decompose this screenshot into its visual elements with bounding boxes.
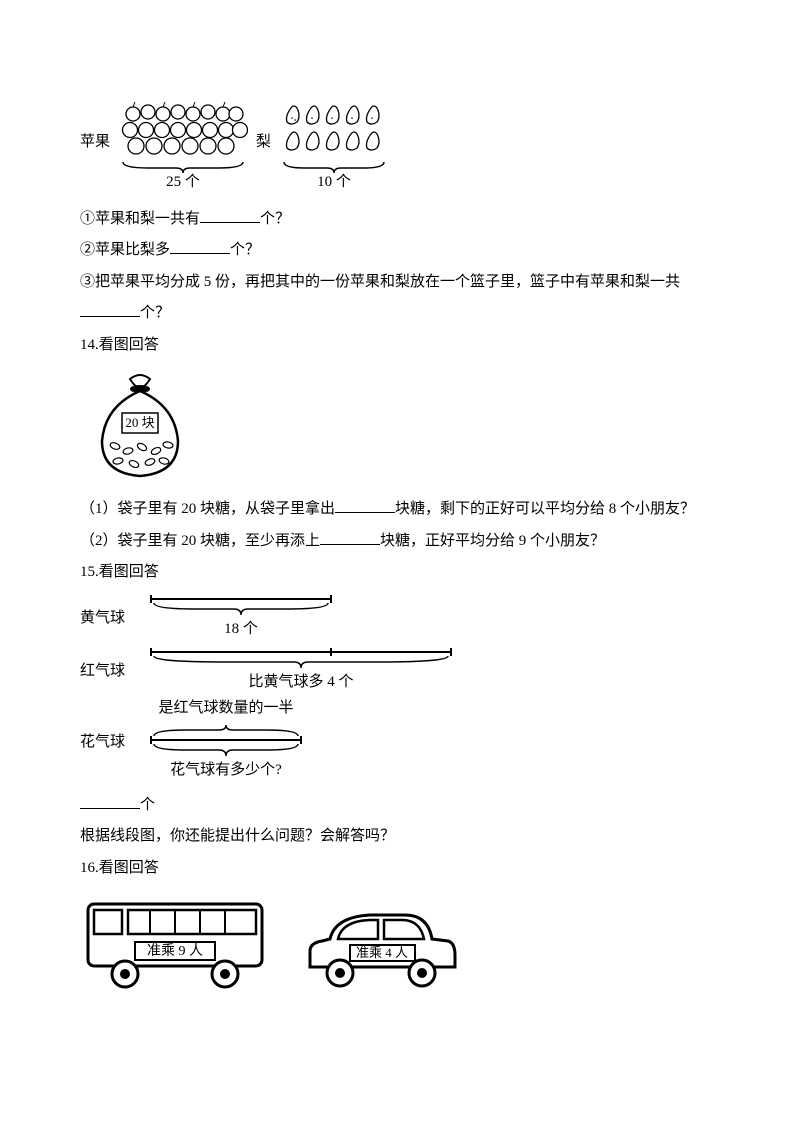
q15-blank-suffix: 个 [140,797,155,813]
q14-2b: 块糖，正好平均分给 9 个小朋友？ [380,533,605,549]
apple-block: 25 个 [118,100,248,197]
bus-label-text: 准乘 9 人 [147,943,203,959]
question-3: ③把苹果平均分成 5 份，再把其中的一份苹果和梨放在一个篮子里，篮子中有苹果和梨… [80,268,714,297]
q15-blank[interactable] [80,794,140,809]
bus-icon: 准乘 9 人 [80,892,270,992]
q2-blank[interactable] [170,239,230,254]
q1-text: ①苹果和梨一共有 [80,211,200,227]
q14-1-blank[interactable] [335,498,395,513]
yellow-count: 18 个 [224,615,258,644]
car-label-text: 准乘 4 人 [356,945,408,960]
q14-2a: （2）袋子里有 20 块糖，至少再添上 [80,533,320,549]
q3-suffix: 个？ [140,305,170,321]
pear-block: 10 个 [279,100,389,197]
q1-blank[interactable] [200,208,260,223]
red-label: 红气球 [80,657,134,686]
red-balloon-row: 红气球 比黄气球多 4 个 [80,646,714,697]
question-2: ②苹果比梨多 个？ [80,236,714,265]
q14-2: （2）袋子里有 20 块糖，至少再添上 块糖，正好平均分给 9 个小朋友？ [80,527,714,556]
yellow-label: 黄气球 [80,604,134,633]
q14-1: （1）袋子里有 20 块糖，从袋子里拿出 块糖，剩下的正好可以平均分给 8 个小朋… [80,495,714,524]
apple-count: 25 个 [166,168,200,197]
q1-suffix: 个？ [260,211,290,227]
q16-title: 16.看图回答 [80,854,714,883]
fruit-illustration: 苹果 25 个 梨 [80,100,714,197]
q14-title: 14.看图回答 [80,331,714,360]
apple-label: 苹果 [80,100,110,157]
question-1: ①苹果和梨一共有 个？ [80,205,714,234]
flower-above: 是红气球数量的一半 [158,694,293,723]
candy-bag-illustration: 20 块 [90,371,714,481]
vehicles-illustration: 准乘 9 人 准乘 4 人 [80,892,714,992]
q3-text: ③把苹果平均分成 5 份，再把其中的一份苹果和梨放在一个篮子里，篮子中有苹果和梨… [80,274,680,290]
apples-icon [118,100,248,160]
flower-caption: 花气球有多少个? [170,756,282,785]
candy-bag-icon: 20 块 [90,371,190,481]
q3-blank[interactable] [80,302,140,317]
question-3b: 个？ [80,299,714,328]
q15-followup: 根据线段图，你还能提出什么问题？会解答吗？ [80,822,714,851]
q14-2-blank[interactable] [320,530,380,545]
balloon-diagram: 黄气球 18 个 红气球 比黄气球多 4 个 花气球 是 [80,593,714,785]
red-caption: 比黄气球多 4 个 [248,668,353,697]
flower-balloon-row: 花气球 是红气球数量的一半 花气球有多少个? [80,700,714,785]
q14-1a: （1）袋子里有 20 块糖，从袋子里拿出 [80,501,335,517]
q15-answer-blank-row: 个 [80,791,714,820]
q2-text: ②苹果比梨多 [80,242,170,258]
car-icon: 准乘 4 人 [300,907,460,992]
yellow-balloon-row: 黄气球 18 个 [80,593,714,644]
q2-suffix: 个？ [230,242,260,258]
q14-1b: 块糖，剩下的正好可以平均分给 8 个小朋友？ [395,501,695,517]
pears-icon [279,100,389,160]
flower-label: 花气球 [80,728,134,757]
q15-title: 15.看图回答 [80,558,714,587]
pear-label: 梨 [256,100,271,157]
pear-count: 10 个 [317,168,351,197]
candy-count-text: 20 块 [125,415,154,430]
